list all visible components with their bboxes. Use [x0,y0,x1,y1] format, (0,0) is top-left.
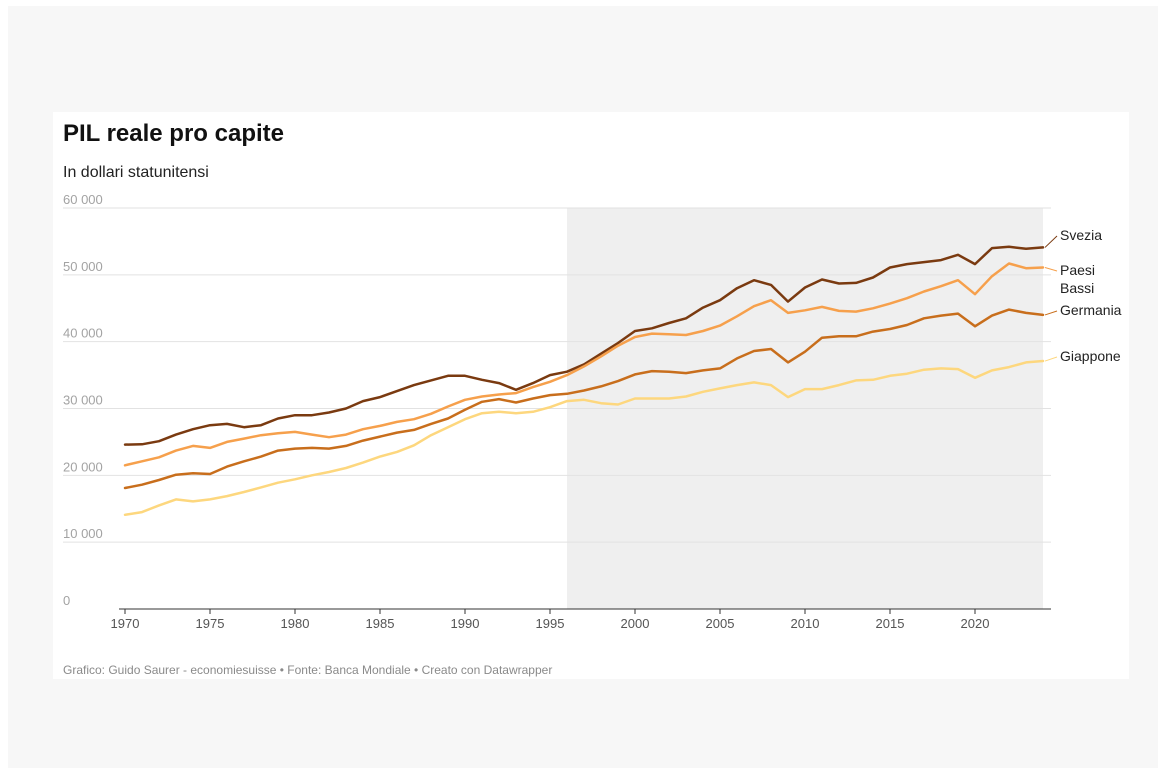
x-tick-label: 1985 [366,616,395,631]
series-line [123,245,1045,446]
series-label: Paesi Bassi [1060,262,1095,296]
grid-layer [63,207,1051,543]
x-tick-label: 1990 [451,616,480,631]
x-tick-label: 1970 [111,616,140,631]
x-tick-label: 2020 [961,616,990,631]
series-label-layer: Svezia Paesi Bassi Germania Giappone [1060,227,1122,364]
y-tick-label: 50 000 [63,259,103,274]
y-tick-label: 60 000 [63,192,103,207]
axis-layer: 0 10 000 20 000 30 000 40 000 50 000 60 000 197… [63,192,1051,631]
chart-subtitle: In dollari statunitensi [63,164,209,181]
chart-card: PIL reale pro capite In dollari statunit… [53,112,1129,679]
x-tick-label: 2015 [876,616,905,631]
series-label-connector [1044,356,1058,362]
x-tick-label: 2000 [621,616,650,631]
series-line [123,262,1045,467]
x-tick-label: 1975 [196,616,225,631]
chart-title: PIL reale pro capite [63,120,284,147]
y-tick-label: 20 000 [63,459,103,474]
series-label-connector [1044,267,1058,272]
series-label-connector [1044,310,1058,316]
series-line [123,359,1045,517]
series-label: Giappone [1060,348,1121,364]
series-label: Svezia [1060,227,1102,243]
series-layer [123,235,1058,517]
page-background: PIL reale pro capite In dollari statunit… [8,6,1158,768]
y-tick-label: 40 000 [63,326,103,341]
series-label: Germania [1060,302,1122,318]
series-line [123,308,1045,490]
y-tick-label: 0 [63,593,70,608]
y-tick-label: 10 000 [63,526,103,541]
x-tick-label: 1980 [281,616,310,631]
x-tick-label: 1995 [536,616,565,631]
y-tick-label: 30 000 [63,393,103,408]
source-note: Grafico: Guido Saurer - economiesuisse •… [63,663,553,677]
line-chart: 0 10 000 20 000 30 000 40 000 50 000 60 000 197… [63,192,1122,631]
x-tick-label: 2010 [791,616,820,631]
series-label-connector [1044,235,1058,248]
x-tick-label: 2005 [706,616,735,631]
